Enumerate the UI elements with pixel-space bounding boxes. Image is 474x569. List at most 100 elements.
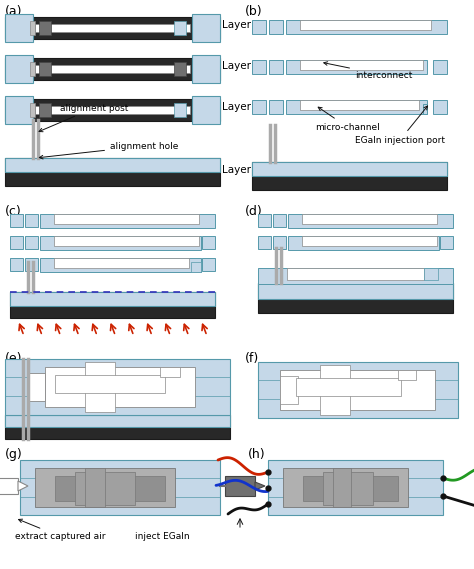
Bar bbox=[286, 100, 427, 114]
Bar bbox=[5, 415, 230, 427]
Bar bbox=[269, 100, 283, 114]
Bar bbox=[280, 376, 298, 404]
Bar bbox=[30, 103, 36, 117]
Bar bbox=[269, 20, 283, 34]
Bar bbox=[160, 367, 180, 377]
Bar bbox=[440, 236, 453, 249]
Bar bbox=[54, 258, 189, 268]
Bar bbox=[30, 62, 36, 76]
Bar bbox=[40, 214, 215, 228]
Bar bbox=[5, 17, 220, 39]
Bar bbox=[225, 476, 255, 496]
Text: (b): (b) bbox=[245, 5, 263, 18]
Bar bbox=[5, 14, 33, 42]
Bar bbox=[192, 96, 220, 124]
Bar bbox=[192, 14, 220, 42]
Bar bbox=[192, 55, 220, 83]
Bar bbox=[5, 99, 220, 121]
Bar bbox=[202, 258, 215, 271]
Bar bbox=[252, 20, 266, 34]
Text: interconnect: interconnect bbox=[324, 61, 412, 80]
Bar bbox=[252, 100, 266, 114]
Bar bbox=[5, 158, 220, 172]
Bar bbox=[55, 476, 165, 501]
Bar bbox=[398, 370, 416, 380]
Bar bbox=[300, 20, 431, 30]
Bar bbox=[258, 283, 453, 313]
Text: Layer 1: Layer 1 bbox=[222, 102, 261, 112]
Bar bbox=[85, 362, 115, 412]
Bar bbox=[25, 214, 38, 227]
Bar bbox=[5, 96, 33, 124]
Bar bbox=[35, 65, 190, 73]
Bar bbox=[300, 100, 419, 110]
Text: Layer 3: Layer 3 bbox=[222, 20, 261, 30]
Bar bbox=[269, 60, 283, 74]
Text: (a): (a) bbox=[5, 5, 22, 18]
Bar bbox=[85, 468, 105, 507]
Bar bbox=[0, 478, 18, 494]
Text: (c): (c) bbox=[5, 205, 22, 218]
Bar bbox=[302, 236, 437, 246]
Bar bbox=[273, 214, 286, 227]
Bar bbox=[252, 60, 266, 74]
Text: extract captured air: extract captured air bbox=[15, 519, 106, 541]
Bar bbox=[54, 214, 199, 224]
Bar bbox=[333, 468, 351, 507]
Text: (d): (d) bbox=[245, 205, 263, 218]
Text: (e): (e) bbox=[5, 352, 22, 365]
Bar bbox=[5, 158, 220, 186]
Bar bbox=[75, 472, 135, 505]
Bar bbox=[10, 214, 23, 227]
Text: EGaIn injection port: EGaIn injection port bbox=[355, 106, 445, 145]
Bar bbox=[252, 162, 447, 176]
Polygon shape bbox=[18, 481, 28, 491]
Bar bbox=[433, 60, 447, 74]
Bar bbox=[174, 62, 186, 76]
Bar bbox=[39, 103, 51, 117]
Bar bbox=[40, 236, 201, 250]
Bar bbox=[300, 60, 423, 70]
Bar bbox=[296, 378, 401, 396]
Bar bbox=[40, 258, 201, 272]
Bar bbox=[10, 258, 23, 271]
Bar bbox=[433, 100, 447, 114]
Text: (g): (g) bbox=[5, 448, 23, 461]
Bar bbox=[5, 58, 220, 80]
Text: alignment post: alignment post bbox=[39, 104, 128, 132]
Bar bbox=[27, 373, 45, 401]
Bar bbox=[45, 367, 195, 407]
Bar bbox=[287, 268, 424, 280]
Bar bbox=[25, 258, 38, 271]
Bar bbox=[174, 103, 186, 117]
Bar bbox=[35, 468, 175, 507]
Bar bbox=[280, 370, 435, 410]
Bar bbox=[35, 106, 190, 114]
Bar bbox=[288, 236, 439, 250]
Bar bbox=[10, 236, 23, 249]
Bar bbox=[302, 214, 437, 224]
Bar bbox=[323, 472, 373, 505]
Bar bbox=[25, 236, 38, 249]
Bar bbox=[202, 236, 215, 249]
Bar bbox=[35, 24, 190, 32]
Bar bbox=[258, 283, 453, 299]
Bar bbox=[55, 375, 165, 393]
Text: (f): (f) bbox=[245, 352, 259, 365]
Text: inject EGaIn: inject EGaIn bbox=[135, 532, 190, 541]
Bar bbox=[303, 476, 398, 501]
Bar bbox=[258, 236, 271, 249]
Bar bbox=[174, 21, 186, 35]
Bar bbox=[320, 365, 350, 415]
Bar bbox=[10, 292, 215, 306]
Bar bbox=[39, 21, 51, 35]
Bar bbox=[5, 415, 230, 439]
Bar bbox=[54, 236, 199, 246]
Bar bbox=[5, 55, 33, 83]
Bar bbox=[39, 62, 51, 76]
Bar bbox=[424, 268, 438, 280]
Text: alignment hole: alignment hole bbox=[39, 142, 178, 159]
Bar bbox=[423, 104, 427, 114]
Text: Layer 2: Layer 2 bbox=[222, 61, 261, 71]
Bar bbox=[258, 214, 271, 227]
